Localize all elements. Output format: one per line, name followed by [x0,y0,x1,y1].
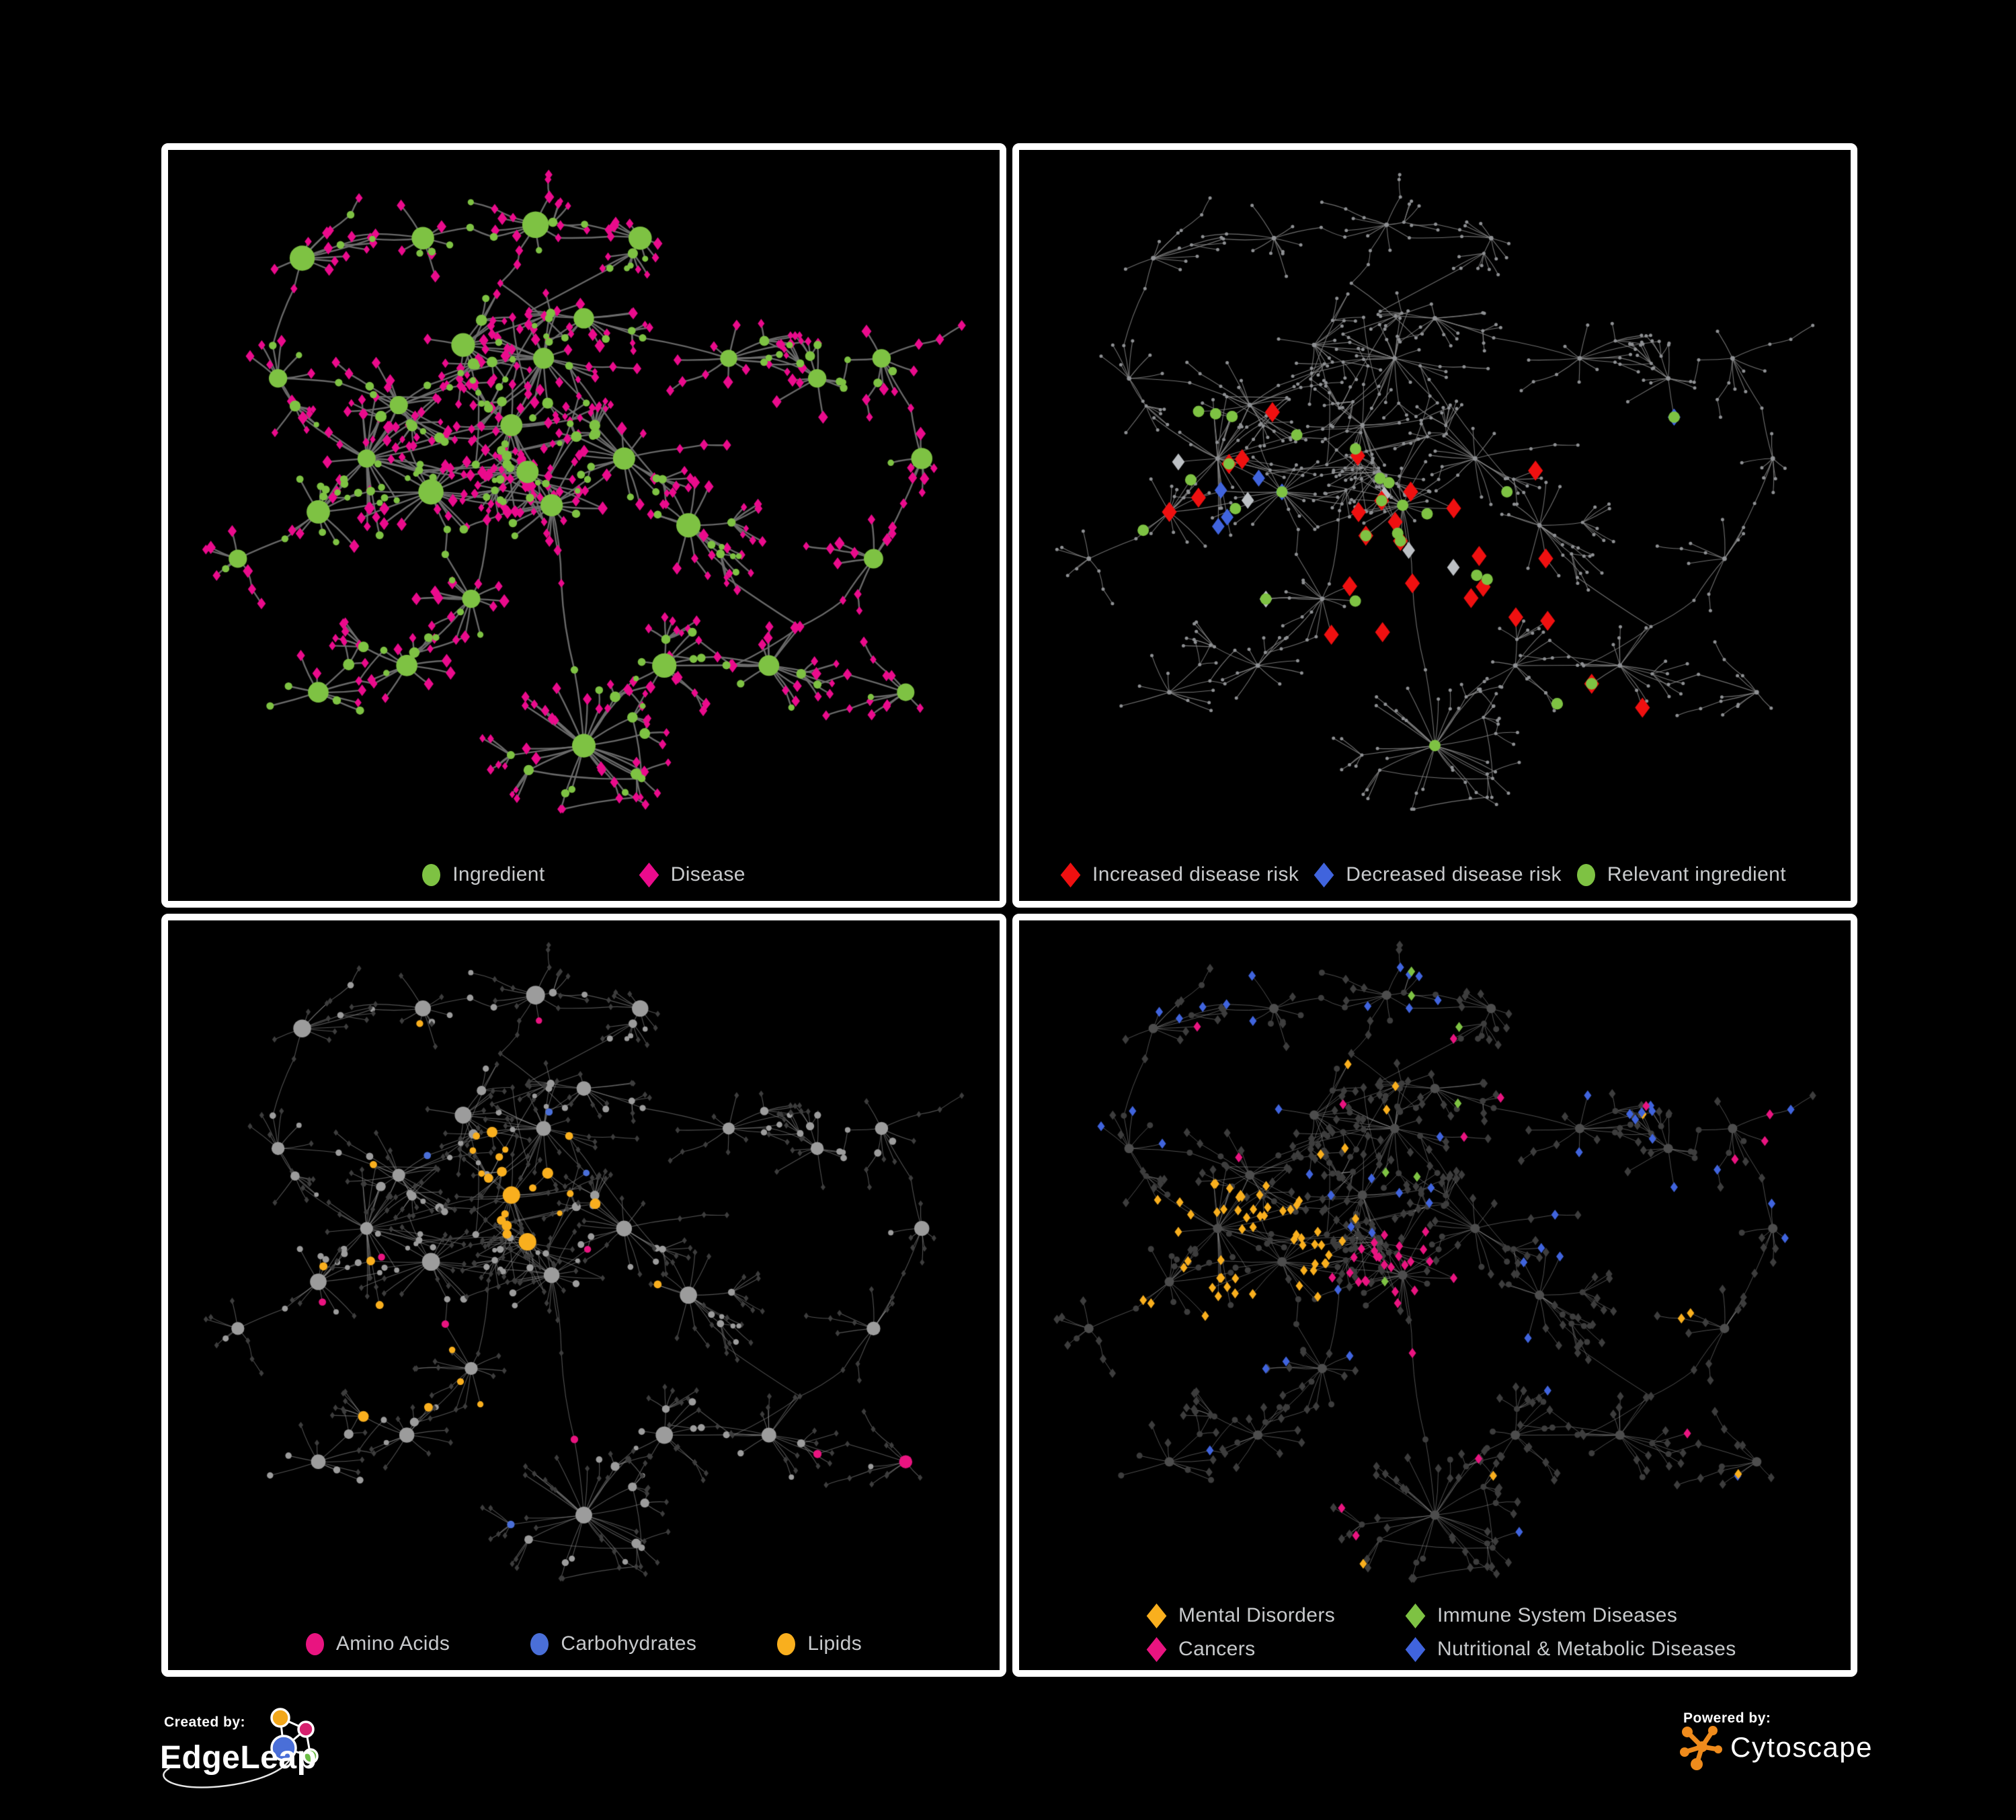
legend-item: Decreased disease risk [1314,862,1562,887]
legend-label: Lipids [807,1632,862,1655]
panel-disease-risk: Increased disease risk Decreased disease… [1012,143,1857,908]
legend-label: Relevant ingredient [1607,863,1786,885]
legend-item: Cancers [1146,1636,1406,1662]
network-canvas-nutrient-classes [168,920,1000,1670]
network-canvas-disease-classes [1019,920,1851,1670]
relevant-ingredient-symbol [1576,863,1595,886]
legend-item: Nutritional & Metabolic Diseases [1405,1636,1736,1662]
edgeleap-swoosh [163,1747,294,1788]
cytoscape-wordmark: Cytoscape [1730,1731,1873,1763]
edgeleap-logo: Created by: EdgeLeap [155,1706,383,1801]
legend-disease-risk: Increased disease risk Decreased disease… [1019,862,1851,887]
legend-disease-classes: Mental Disorders Immune System Diseases … [1146,1603,1851,1662]
edgeleap-node-orange [270,1708,290,1728]
legend-item: Ingredient [422,863,545,886]
legend-item: Relevant ingredient [1576,863,1786,886]
legend-label: Increased disease risk [1092,863,1299,885]
edgeleap-node-green [303,1748,319,1764]
cancers-symbol [1146,1636,1167,1662]
panel-nutrient-classes: Amino Acids Carbohydrates Lipids [161,914,1006,1677]
created-by-label: Created by: [164,1714,245,1730]
edgeleap-node-blue [270,1735,297,1762]
legend-item: Increased disease risk [1060,862,1299,887]
powered-by-label: Powered by: [1683,1710,1771,1726]
legend-label: Carbohydrates [561,1632,697,1655]
legend-label: Disease [670,863,745,885]
legend-item: Mental Disorders [1146,1603,1406,1628]
decreased-risk-symbol [1314,862,1334,887]
legend-label: Ingredient [452,863,545,885]
network-canvas-disease-risk [1019,150,1851,901]
cytoscape-logo-graphic: Powered by: Cytoscape [1680,1710,1873,1770]
amino-acids-symbol [305,1632,324,1655]
legend-item: Disease [639,862,745,887]
cytoscape-glyph-nodes [1680,1726,1722,1770]
panel-disease-classes: Mental Disorders Immune System Diseases … [1012,914,1857,1677]
legend-item: Immune System Diseases [1405,1603,1736,1628]
legend-item: Carbohydrates [530,1632,696,1655]
panel-ingredient-disease: Ingredient Disease [161,143,1006,908]
legend-label: Amino Acids [335,1632,450,1655]
legend-label: Cancers [1178,1638,1256,1660]
edgeleap-wordmark: EdgeLeap [160,1740,317,1776]
lipids-symbol [777,1632,796,1655]
cytoscape-logo: Powered by: Cytoscape [1674,1708,1876,1785]
disease-node-symbol [639,862,659,887]
ingredient-node-symbol [422,863,441,886]
increased-risk-symbol [1060,862,1081,887]
legend-label: Mental Disorders [1178,1604,1336,1626]
edgeleap-logo-graphic: Created by: EdgeLeap [160,1708,319,1788]
legend-label: Immune System Diseases [1437,1604,1678,1626]
immune-system-diseases-symbol [1405,1603,1426,1628]
nutritional-metabolic-diseases-symbol [1405,1636,1426,1662]
network-canvas-ingredient-disease [168,150,1000,901]
legend-nutrient-classes: Amino Acids Carbohydrates Lipids [168,1632,1000,1655]
edgeleap-node-pink [297,1720,315,1738]
legend-item: Amino Acids [305,1632,450,1655]
carbohydrates-symbol [530,1632,549,1655]
legend-label: Decreased disease risk [1346,863,1562,885]
mental-disorders-symbol [1146,1603,1167,1628]
legend-label: Nutritional & Metabolic Diseases [1437,1638,1736,1660]
legend-ingredient-disease: Ingredient Disease [168,862,1000,887]
legend-item: Lipids [777,1632,862,1655]
